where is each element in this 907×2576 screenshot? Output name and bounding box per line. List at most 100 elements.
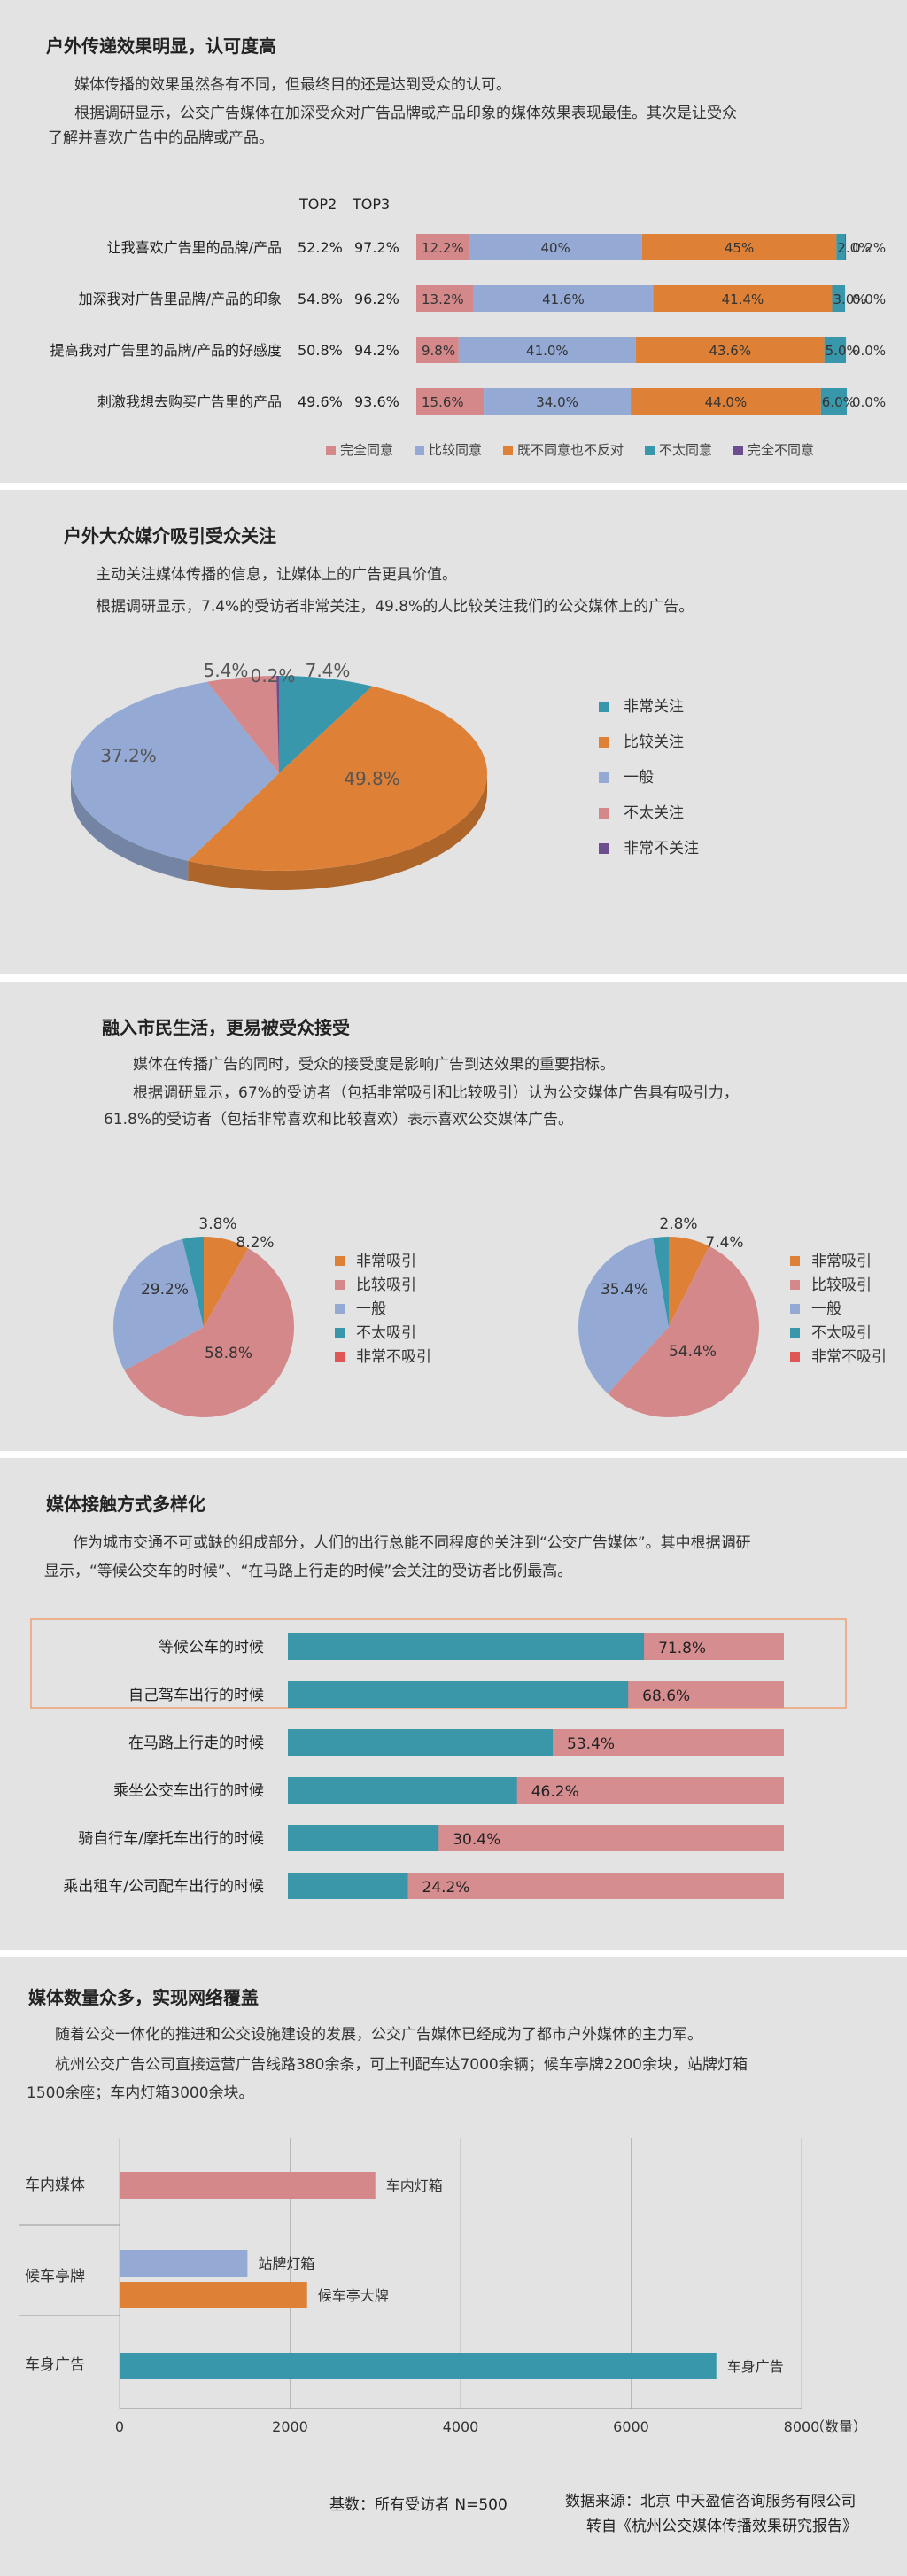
legend-swatch <box>599 808 609 819</box>
section-coverage: 媒体数量众多，实现网络覆盖 随着公交一体化的推进和公交设施建设的发展，公交广告媒… <box>0 1957 907 2576</box>
legend-swatch <box>503 446 513 455</box>
pie-label: 58.8% <box>205 1345 252 1362</box>
contact-bar-chart: 等候公车的时候 71.8% 自己驾车出行的时候 68.6% 在马路上行走的时候 53.4%… <box>30 1618 847 1899</box>
legend-swatch <box>645 446 655 455</box>
data-label: 0.0% <box>852 394 886 410</box>
category-label: 等候公车的时候 <box>159 1639 264 1657</box>
bar-segment <box>832 285 846 312</box>
bar-segment <box>824 337 847 363</box>
pie-slice-side <box>188 773 487 890</box>
legend-label: 不太同意 <box>659 442 712 458</box>
pie-slice <box>276 676 279 773</box>
category-label: 刺激我想去购买广告里的产品 <box>97 393 282 410</box>
bar-segment <box>484 388 632 415</box>
column-header-top2: TOP2 <box>298 196 337 213</box>
data-label: 6.0% <box>822 394 856 410</box>
legend-label: 一般 <box>624 769 654 787</box>
data-label: 44.0% <box>705 394 748 410</box>
section-paragraph: 1500余座；车内灯箱3000余块。 <box>27 2084 254 2102</box>
legend-label: 非常吸引 <box>811 1253 872 1270</box>
legend-swatch <box>790 1304 800 1314</box>
legend-label: 既不同意也不反对 <box>517 442 624 458</box>
data-label: 3.0% <box>833 291 866 307</box>
data-label: 43.6% <box>709 343 751 359</box>
section-title: 户外传递效果明显，认可度高 <box>46 35 276 57</box>
data-label: 30.4% <box>453 1831 500 1849</box>
section-contact: 媒体接触方式多样化 作为城市交通不可或缺的组成部分，人们的出行总能不同程度的关注… <box>0 1458 907 1950</box>
source-note-2: 转自《杭州公交媒体传播效果研究报告》 <box>586 2518 857 2535</box>
pie-slice <box>578 1238 669 1394</box>
category-label: 自己驾车出行的时候 <box>128 1687 264 1704</box>
data-label: 41.6% <box>542 291 585 307</box>
category-label: 车身广告 <box>25 2356 85 2374</box>
bar <box>120 2172 376 2199</box>
top2-value: 54.8% <box>298 291 343 307</box>
tick-label: 8000 <box>784 2418 820 2435</box>
bar <box>288 1633 645 1660</box>
data-label: 71.8% <box>658 1640 706 1657</box>
legend-swatch <box>599 737 609 748</box>
category-label: 候车亭牌 <box>25 2268 85 2285</box>
data-label: 0.0% <box>852 343 886 359</box>
data-label: 41.4% <box>722 291 764 307</box>
pie-slice <box>182 1237 204 1327</box>
bar <box>120 2250 248 2277</box>
section-paragraph: 主动关注媒体传播的信息，让媒体上的广告更具价值。 <box>96 566 457 584</box>
tick-label: 2000 <box>272 2418 308 2435</box>
data-label: 0.0% <box>852 291 886 307</box>
pie-slice-side <box>71 773 189 881</box>
pie-label: 29.2% <box>141 1281 189 1299</box>
bar-segment <box>416 234 469 260</box>
bar-segment <box>635 337 825 363</box>
section-brand-effect: 户外传递效果明显，认可度高 媒体传播的效果虽然各有不同，但最终目的还是达到受众的… <box>0 0 907 483</box>
bar-label: 车身广告 <box>727 2358 784 2375</box>
pie-label: 35.4% <box>601 1281 648 1299</box>
stacked-bar-chart: TOP2 TOP3 让我喜欢广告里的品牌/产品 52.2% 97.2% 12.2% 40% 4… <box>50 196 887 458</box>
bar-segment <box>473 285 654 312</box>
pie-label: 49.8% <box>344 768 400 789</box>
bar-segment <box>820 388 848 415</box>
section-paragraph: 根据调研显示，公交广告媒体在加深受众对广告品牌或产品印象的媒体效果表现最佳。其次… <box>74 105 737 122</box>
category-label: 提高我对广告里的品牌/产品的好感度 <box>50 342 282 359</box>
section-paragraph: 了解并喜欢广告中的品牌或产品。 <box>48 129 274 147</box>
bar-segment <box>458 337 636 363</box>
pie-slice <box>669 1237 709 1327</box>
top2-value: 52.2% <box>298 239 343 256</box>
legend-label: 一般 <box>356 1300 386 1318</box>
legend-label: 比较同意 <box>429 442 482 458</box>
legend-swatch <box>599 843 609 854</box>
legend-label: 非常吸引 <box>356 1253 416 1270</box>
category-label: 在马路上行走的时候 <box>128 1734 264 1752</box>
tick-label: 0 <box>115 2418 124 2435</box>
legend-label: 一般 <box>811 1300 841 1318</box>
pie-slice <box>279 676 373 773</box>
legend-swatch <box>733 446 743 455</box>
pie-label: 37.2% <box>100 745 157 766</box>
legend-label: 比较吸引 <box>811 1276 872 1294</box>
pie-label: 7.4% <box>705 1234 743 1252</box>
data-label: 12.2% <box>422 240 464 256</box>
category-label: 让我喜欢广告里的品牌/产品 <box>107 239 282 256</box>
bar-segment <box>416 388 485 415</box>
bar <box>288 1777 517 1804</box>
pie-label: 2.8% <box>659 1215 697 1233</box>
legend-swatch <box>335 1280 345 1290</box>
section-attention: 户外大众媒介吸引受众关注 主动关注媒体传播的信息，让媒体上的广告更具价值。 根据… <box>0 490 907 974</box>
legend-label: 非常不关注 <box>624 840 699 857</box>
bar-label: 候车亭大牌 <box>318 2287 389 2304</box>
top3-value: 93.6% <box>354 393 399 410</box>
section-title: 媒体接触方式多样化 <box>46 1494 205 1515</box>
bar-segment <box>836 234 846 260</box>
pie-slice <box>608 1245 759 1417</box>
legend-label: 非常不吸引 <box>356 1348 431 1366</box>
pie-label: 7.4% <box>306 660 351 681</box>
category-label: 加深我对广告里品牌/产品的印象 <box>79 291 282 307</box>
pie-slice <box>204 1237 249 1327</box>
pie-label: 54.4% <box>669 1343 717 1361</box>
bar <box>120 2282 307 2308</box>
data-label: 41.0% <box>526 343 569 359</box>
section-acceptance: 融入市民生活，更易被受众接受 媒体在传播广告的同时，受众的接受度是影响广告到达效… <box>0 982 907 1451</box>
pie-chart-attention: 7.4% 49.8% 37.2% 5.4% 0.2% 非常关注比较关注一般不太关注非常不关… <box>71 660 699 890</box>
bar-label: 站牌灯箱 <box>258 2255 314 2272</box>
